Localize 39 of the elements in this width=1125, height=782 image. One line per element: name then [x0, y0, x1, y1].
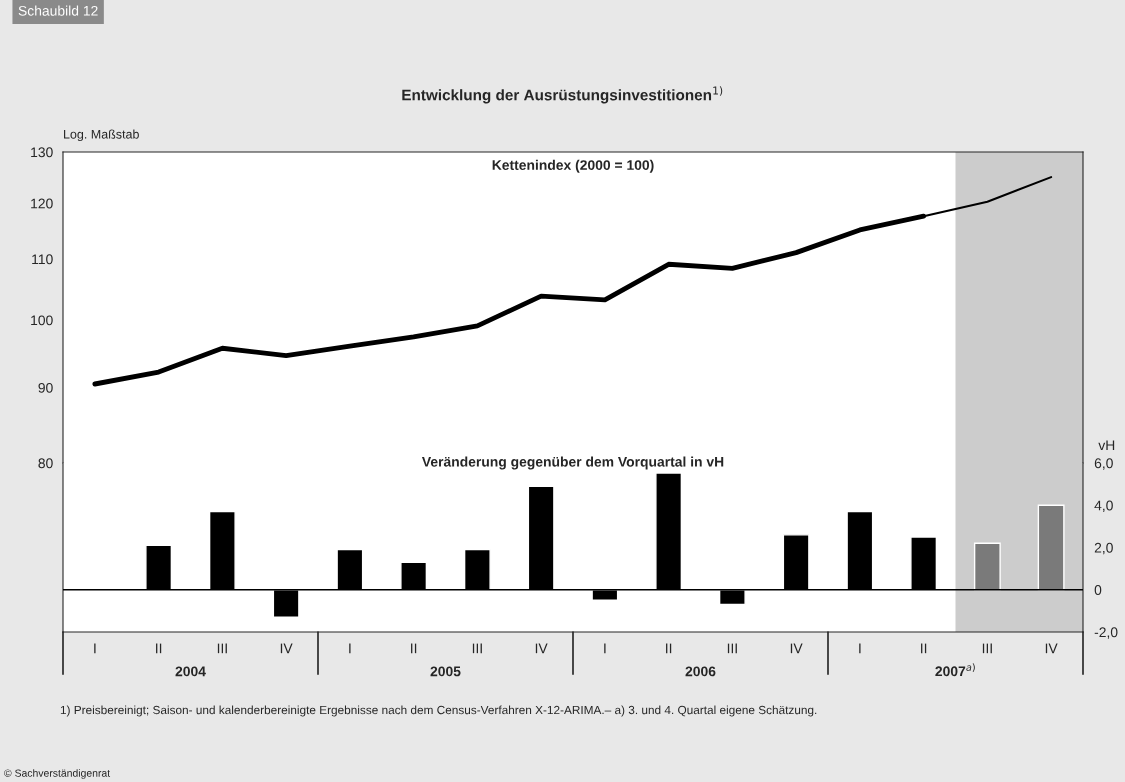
- y-tick-label: 2,0: [1094, 542, 1113, 555]
- x-tick-label: II: [411, 643, 417, 654]
- text: © Sachverständigenrat: [4, 769, 111, 779]
- y-tick-label: 0: [1094, 585, 1102, 595]
- x-tick-label: II: [921, 643, 927, 654]
- chart-title: Veränderung gegenüber dem Vorquartal in vH: [421, 456, 724, 470]
- x-tick-label: II: [666, 643, 672, 654]
- x-tick-label: III: [217, 643, 227, 654]
- y-tick-label: 80: [38, 458, 53, 469]
- y-tick-label: 120: [31, 198, 53, 209]
- y-tick-label: -2,0: [1094, 627, 1118, 639]
- text: 2007$^{a)}$: [935, 663, 975, 677]
- chart-subtitle: Kettenindex (2000 = 100): [492, 159, 654, 173]
- x-tick-label: III: [982, 643, 992, 654]
- x-tick-label: III: [472, 643, 482, 654]
- y-axis-title: Log. Maßstab: [64, 129, 139, 142]
- x-tick-label: IV: [790, 643, 803, 654]
- chart-title: Entwicklung der Ausrüstungsinvestitionen$^{1)}$: [402, 86, 723, 104]
- y-tick-label: 90: [38, 382, 53, 393]
- y-tick-label: 4,0: [1094, 500, 1113, 513]
- x-tick-label: I: [859, 643, 861, 654]
- y-axis-title: vH: [1098, 440, 1115, 450]
- x-tick-label: II: [156, 643, 162, 654]
- y-tick-label: 110: [32, 254, 53, 265]
- x-tick-label: IV: [535, 643, 548, 654]
- x-tick-label: I: [94, 643, 96, 654]
- text: 2004: [175, 666, 206, 677]
- x-tick-label: III: [727, 643, 737, 654]
- x-tick-label: I: [604, 643, 606, 654]
- text: 1) Preisbereinigt; Saison- und kalenderbereinigte Ergebnisse nach dem Census-Verfahren X-12-ARIMA.– a) 3. und 4. Quartal eigene Schätzung.: [60, 705, 817, 717]
- text: 2006: [685, 666, 716, 677]
- text: Schaubild 12: [18, 5, 98, 16]
- y-tick-label: 6,0: [1094, 458, 1113, 470]
- x-tick-label: IV: [280, 643, 293, 654]
- x-tick-label: I: [349, 643, 351, 654]
- x-tick-label: IV: [1045, 643, 1058, 654]
- y-tick-label: 130: [31, 147, 53, 158]
- text: 2005: [430, 666, 461, 677]
- y-tick-label: 100: [31, 315, 53, 326]
